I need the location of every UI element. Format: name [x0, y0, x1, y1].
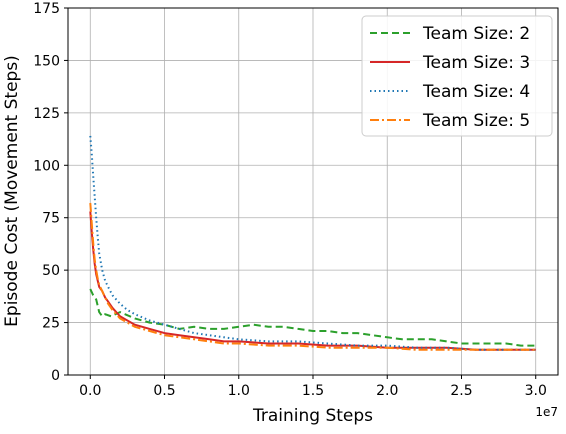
y-tick-label: 150 — [33, 53, 60, 69]
x-tick-label: 1.5 — [302, 383, 324, 399]
x-tick-label: 2.0 — [376, 383, 398, 399]
legend-label: Team Size: 3 — [422, 53, 530, 73]
y-tick-label: 25 — [42, 316, 60, 332]
x-tick-label: 3.0 — [525, 383, 547, 399]
y-tick-label: 175 — [33, 1, 60, 17]
legend-label: Team Size: 2 — [422, 24, 530, 44]
axis-ticks: 0.0 0.5 1.0 1.5 2.0 2.5 3.0 0 25 50 75 100 125 150 175 — [33, 1, 547, 399]
y-tick-label: 75 — [42, 211, 60, 227]
y-tick-label: 125 — [33, 106, 60, 122]
y-axis-label: Episode Cost (Movement Steps) — [2, 55, 22, 327]
x-tick-label: 0.5 — [153, 383, 175, 399]
y-tick-label: 100 — [33, 158, 60, 174]
series-lines — [89, 135, 536, 351]
series-line-team-size-2 — [89, 288, 536, 347]
legend: Team Size: 2 Team Size: 3 Team Size: 4 Team… — [361, 15, 553, 137]
x-tick-label: 1.0 — [228, 383, 250, 399]
legend-label: Team Size: 5 — [422, 111, 530, 131]
x-axis-offset-label: 1e7 — [535, 405, 558, 419]
legend-label: Team Size: 4 — [422, 82, 530, 102]
x-tick-label: 2.5 — [450, 383, 472, 399]
y-tick-label: 50 — [42, 263, 60, 279]
legend-box — [361, 15, 553, 137]
x-axis-label: Training Steps — [252, 406, 373, 426]
x-tick-label: 0.0 — [79, 383, 101, 399]
y-tick-label: 0 — [51, 368, 60, 384]
series-line-team-size-5 — [89, 202, 536, 351]
